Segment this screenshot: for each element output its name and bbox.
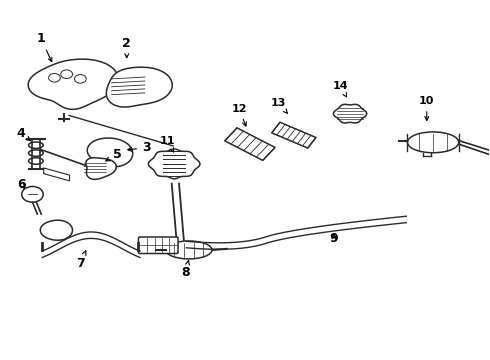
Text: 1: 1 <box>36 32 52 62</box>
Text: 10: 10 <box>419 96 435 120</box>
Circle shape <box>74 75 86 83</box>
Circle shape <box>61 70 73 78</box>
Polygon shape <box>225 128 275 160</box>
FancyBboxPatch shape <box>139 237 178 253</box>
Circle shape <box>49 73 60 82</box>
Ellipse shape <box>28 150 43 156</box>
Text: 4: 4 <box>17 127 30 141</box>
Polygon shape <box>28 59 118 109</box>
Ellipse shape <box>28 142 43 148</box>
Polygon shape <box>272 122 316 148</box>
Text: 6: 6 <box>17 178 25 191</box>
Text: 2: 2 <box>122 37 131 58</box>
Text: 7: 7 <box>76 251 86 270</box>
Ellipse shape <box>408 132 459 153</box>
Polygon shape <box>148 149 200 179</box>
Text: 11: 11 <box>160 136 175 152</box>
Text: 12: 12 <box>231 104 247 126</box>
Text: 8: 8 <box>181 260 190 279</box>
Ellipse shape <box>28 158 43 164</box>
Polygon shape <box>106 67 172 107</box>
Text: 13: 13 <box>270 98 287 113</box>
Polygon shape <box>87 138 133 167</box>
Text: 14: 14 <box>333 81 348 97</box>
Polygon shape <box>86 158 116 179</box>
Text: 5: 5 <box>106 148 122 161</box>
Circle shape <box>22 186 43 202</box>
Polygon shape <box>40 220 73 240</box>
Text: 3: 3 <box>128 141 150 154</box>
Ellipse shape <box>166 241 212 259</box>
Polygon shape <box>333 104 367 123</box>
Text: 9: 9 <box>330 231 338 244</box>
